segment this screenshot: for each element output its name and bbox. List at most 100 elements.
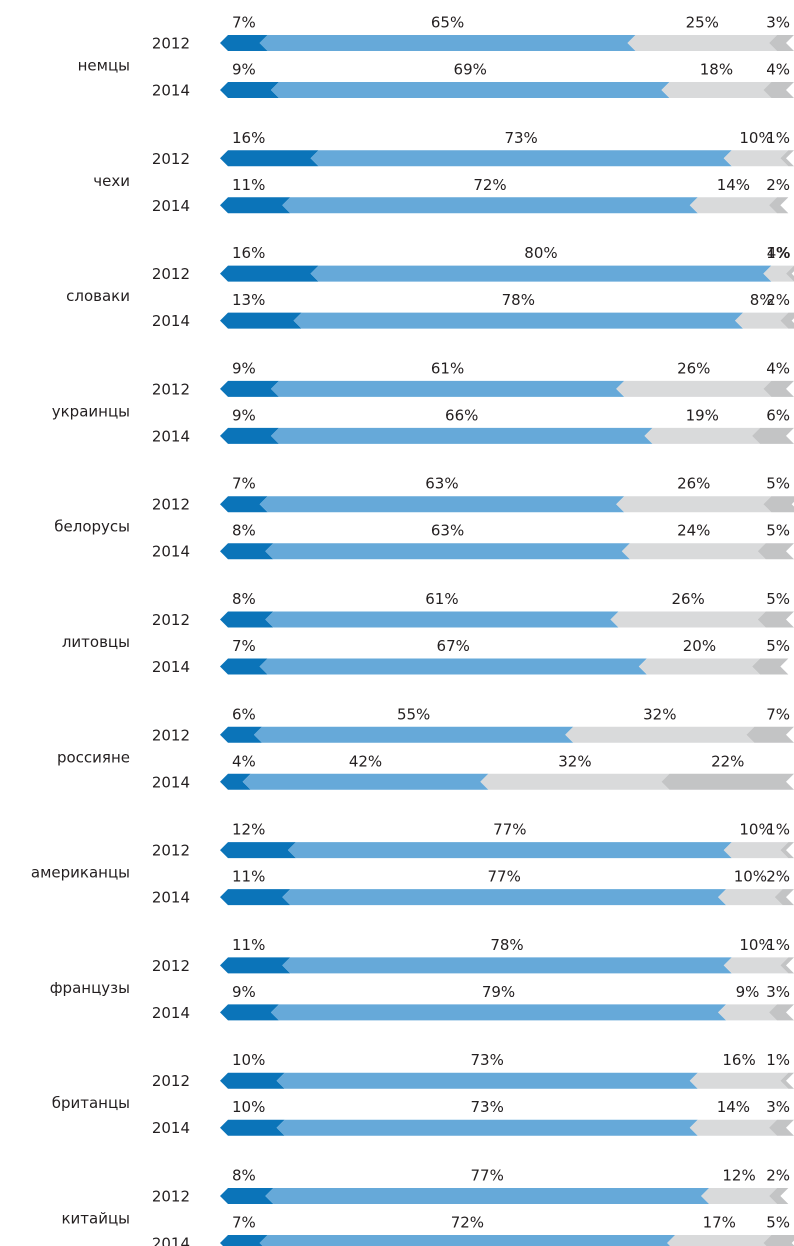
value-label: 78%: [490, 936, 523, 954]
bar-segment: [718, 889, 783, 906]
value-label: 4%: [766, 61, 790, 79]
year-label: 2014: [152, 543, 190, 561]
group-label: украинцы: [52, 402, 130, 420]
bar-segment: [723, 842, 789, 859]
bar-segment: [757, 543, 794, 560]
bar-segment: [220, 726, 262, 743]
year-label: 2012: [152, 35, 190, 53]
group-label: чехи: [93, 172, 130, 190]
bar-segment: [763, 496, 794, 513]
value-label: 77%: [471, 1167, 504, 1185]
bar-segment: [763, 1235, 794, 1246]
value-label: 11%: [232, 176, 265, 194]
bar-segment: [689, 1119, 778, 1136]
value-label: 13%: [232, 291, 265, 309]
year-label: 2014: [152, 1004, 190, 1022]
value-label: 25%: [686, 14, 719, 32]
bar-segment: [220, 1188, 274, 1204]
value-label: 3%: [766, 983, 790, 1001]
value-label: 6%: [766, 406, 790, 424]
value-label: 5%: [766, 590, 790, 608]
bar-segment: [282, 889, 727, 906]
value-label: 2%: [766, 176, 790, 194]
value-label: 61%: [431, 359, 464, 377]
bar-segment: [763, 265, 794, 282]
value-label: 73%: [471, 1098, 504, 1116]
bar-segment: [689, 1072, 789, 1089]
bar-segment: [621, 543, 766, 560]
bar-segment: [780, 150, 794, 167]
bar-segment: [220, 82, 279, 98]
value-label: 9%: [232, 359, 256, 377]
bar-segment: [774, 889, 794, 906]
year-label: 2014: [152, 658, 190, 676]
bar-segment: [276, 1119, 698, 1136]
value-label: 8%: [232, 1167, 256, 1185]
bar-segment: [220, 957, 291, 974]
value-label: 18%: [700, 61, 733, 79]
bar-segment: [265, 1188, 710, 1204]
bar-segment: [259, 1235, 676, 1246]
value-label: 7%: [232, 14, 256, 32]
bar-segment: [746, 726, 794, 743]
year-label: 2012: [152, 150, 190, 168]
value-label: 1%: [766, 936, 790, 954]
value-label: 69%: [454, 61, 487, 79]
value-label: 8%: [750, 291, 774, 309]
value-label: 22%: [711, 752, 744, 770]
bar-segment: [780, 842, 794, 859]
bar-segment: [616, 380, 772, 397]
year-label: 2012: [152, 957, 190, 975]
group-label: россияне: [57, 748, 130, 766]
bar-segment: [259, 496, 625, 513]
value-label: 80%: [524, 244, 557, 262]
value-label: 3%: [766, 1098, 790, 1116]
year-label: 2012: [152, 1072, 190, 1090]
group-label: немцы: [78, 57, 130, 75]
value-label: 24%: [677, 522, 710, 540]
value-label: 7%: [232, 1214, 256, 1232]
value-label: 11%: [232, 936, 265, 954]
year-label: 2014: [152, 1235, 190, 1246]
value-label: 4%: [767, 244, 791, 262]
bar-segment: [276, 1072, 698, 1089]
bar-segment: [220, 312, 302, 329]
bar-segment: [780, 1072, 794, 1089]
bar-segment: [270, 82, 670, 98]
bar-segment: [220, 265, 319, 282]
bar-segment: [293, 312, 744, 329]
group-label: американцы: [31, 864, 130, 882]
value-label: 73%: [504, 129, 537, 147]
value-label: 1%: [766, 244, 790, 262]
bar-segment: [220, 150, 319, 167]
value-label: 16%: [722, 1051, 755, 1069]
bar-segment: [270, 1004, 727, 1021]
value-label: 10%: [232, 1098, 265, 1116]
year-label: 2014: [152, 889, 190, 907]
bar-segment: [282, 197, 698, 214]
value-label: 9%: [232, 983, 256, 1001]
value-label: 19%: [686, 406, 719, 424]
value-label: 7%: [766, 705, 790, 723]
year-label: 2014: [152, 1119, 190, 1137]
value-label: 4%: [766, 359, 790, 377]
value-label: 10%: [739, 936, 772, 954]
value-label: 9%: [736, 983, 760, 1001]
bar-segment: [259, 658, 647, 675]
bar-segment: [220, 543, 274, 560]
year-label: 2014: [152, 82, 190, 100]
bar-segment: [220, 1004, 279, 1021]
value-label: 42%: [349, 752, 382, 770]
bar-segment: [220, 427, 279, 444]
value-label: 7%: [232, 637, 256, 655]
value-label: 17%: [703, 1214, 736, 1232]
year-label: 2012: [152, 842, 190, 860]
bar-segment: [220, 380, 279, 397]
year-label: 2012: [152, 1188, 190, 1206]
bar-segment: [689, 197, 778, 214]
group-label: литовцы: [62, 633, 130, 651]
year-label: 2014: [152, 773, 190, 791]
bar-segment: [220, 1235, 268, 1246]
value-label: 5%: [766, 1214, 790, 1232]
bar-segment: [752, 427, 794, 444]
